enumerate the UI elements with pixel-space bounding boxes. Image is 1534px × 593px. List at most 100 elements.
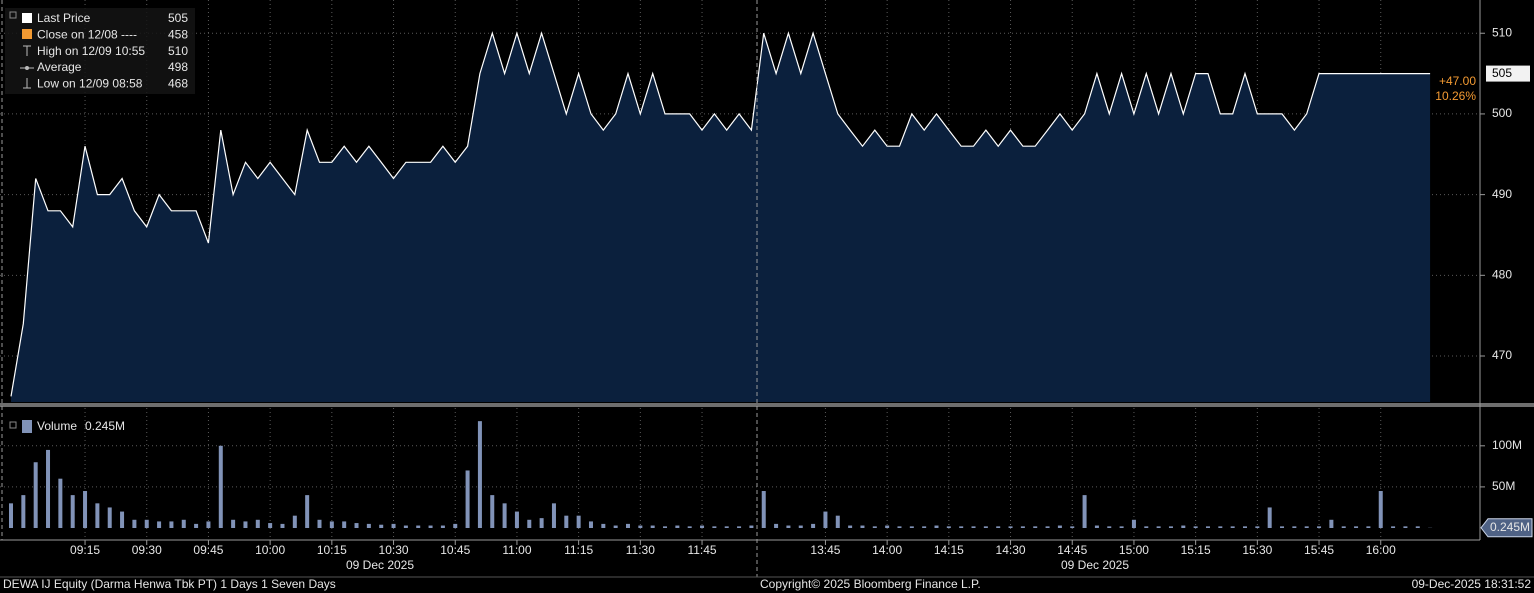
y-tick-label: 100M bbox=[1492, 438, 1522, 452]
volume-bar bbox=[1193, 526, 1198, 528]
volume-bar bbox=[1218, 526, 1223, 528]
volume-bar bbox=[1082, 495, 1087, 528]
legend-value: 498 bbox=[168, 60, 188, 74]
y-tick-label: 470 bbox=[1492, 348, 1512, 362]
volume-bar bbox=[490, 495, 495, 528]
x-tick-label: 11:15 bbox=[564, 543, 593, 557]
volume-bar bbox=[1267, 507, 1272, 528]
volume-bar bbox=[576, 515, 581, 528]
volume-bar bbox=[58, 478, 63, 528]
y-tick-label: 50M bbox=[1492, 479, 1515, 493]
volume-bar bbox=[169, 521, 174, 528]
volume-bar bbox=[675, 525, 680, 528]
volume-bar bbox=[1020, 526, 1025, 528]
x-tick-label: 11:45 bbox=[687, 543, 716, 557]
volume-bar bbox=[1341, 526, 1346, 528]
volume-bar bbox=[724, 526, 729, 528]
x-tick-label: 10:15 bbox=[317, 543, 347, 557]
legend-value: 458 bbox=[168, 27, 188, 41]
volume-bar bbox=[761, 491, 766, 528]
volume-bar bbox=[403, 525, 408, 528]
volume-bar bbox=[872, 526, 877, 528]
legend-label: Volume bbox=[37, 419, 77, 433]
date-label: 09 Dec 2025 bbox=[346, 558, 414, 572]
volume-bar bbox=[786, 525, 791, 528]
volume-bar bbox=[1255, 526, 1260, 528]
volume-bar bbox=[1119, 526, 1124, 528]
volume-bar bbox=[21, 495, 26, 528]
volume-bar bbox=[416, 525, 421, 528]
legend-icon bbox=[23, 78, 31, 89]
volume-bar bbox=[46, 449, 51, 528]
volume-bar bbox=[1415, 526, 1420, 528]
footer-timestamp: 09-Dec-2025 18:31:52 bbox=[1412, 577, 1532, 591]
footer-copyright: Copyright© 2025 Bloomberg Finance L.P. bbox=[760, 577, 981, 591]
y-tick-label: 490 bbox=[1492, 187, 1512, 201]
volume-bar bbox=[1354, 526, 1359, 528]
volume-bar bbox=[601, 523, 606, 528]
volume-bar bbox=[366, 523, 371, 528]
volume-bar bbox=[1292, 526, 1297, 528]
x-tick-label: 09:15 bbox=[70, 543, 100, 557]
volume-bar bbox=[1131, 519, 1136, 528]
x-tick-label: 11:30 bbox=[626, 543, 655, 557]
volume-bar bbox=[860, 525, 865, 528]
volume-bar bbox=[120, 511, 125, 528]
volume-bar bbox=[157, 521, 162, 528]
volume-bar bbox=[342, 521, 347, 528]
volume-bar bbox=[181, 519, 186, 528]
volume-bar bbox=[132, 519, 137, 528]
volume-bar bbox=[1168, 526, 1173, 528]
volume-bar bbox=[206, 521, 211, 528]
x-tick-label: 14:15 bbox=[934, 543, 964, 557]
volume-bar bbox=[268, 523, 273, 528]
y-tick-label: 480 bbox=[1492, 267, 1512, 281]
volume-bar bbox=[1329, 519, 1334, 528]
volume-bar bbox=[909, 526, 914, 528]
volume-bar bbox=[1230, 526, 1235, 528]
volume-bar bbox=[922, 526, 927, 528]
x-tick-label: 14:30 bbox=[996, 543, 1026, 557]
legend-label: Close on 12/08 ---- bbox=[37, 27, 137, 41]
volume-bar bbox=[428, 525, 433, 528]
volume-bar bbox=[1033, 526, 1038, 528]
volume-bar bbox=[996, 526, 1001, 528]
volume-bar bbox=[305, 495, 310, 528]
volume-bar bbox=[1156, 526, 1161, 528]
volume-bar bbox=[107, 507, 112, 528]
legend-value: 0.245M bbox=[85, 419, 125, 433]
legend-collapse[interactable] bbox=[9, 421, 17, 429]
legend-icon bbox=[23, 45, 31, 56]
x-tick-label: 15:00 bbox=[1119, 543, 1149, 557]
x-tick-label: 10:00 bbox=[255, 543, 285, 557]
date-label: 09 Dec 2025 bbox=[1061, 558, 1129, 572]
legend-collapse[interactable] bbox=[9, 11, 17, 19]
legend-label: High on 12/09 10:55 bbox=[37, 44, 145, 58]
footer-security: DEWA IJ Equity (Darma Henwa Tbk PT) 1 Da… bbox=[3, 577, 336, 591]
volume-bar bbox=[971, 526, 976, 528]
volume-bar bbox=[9, 503, 13, 528]
volume-bar bbox=[231, 519, 236, 528]
volume-bar bbox=[1107, 526, 1112, 528]
volume-bar bbox=[453, 523, 458, 528]
volume-bar bbox=[83, 491, 88, 528]
plot-layer bbox=[0, 0, 1480, 545]
volume-bar bbox=[95, 503, 100, 528]
volume-bar bbox=[885, 525, 890, 528]
legend-label: Average bbox=[37, 60, 82, 74]
volume-bar bbox=[539, 518, 544, 528]
x-tick-label: 15:45 bbox=[1304, 543, 1334, 557]
x-tick-label: 09:45 bbox=[193, 543, 223, 557]
legend-label: Last Price bbox=[37, 11, 91, 25]
volume-bar bbox=[1317, 526, 1322, 528]
x-tick-label: 14:45 bbox=[1057, 543, 1087, 557]
volume-bar bbox=[823, 511, 828, 528]
volume-bar bbox=[514, 511, 519, 528]
volume-bar bbox=[564, 515, 569, 528]
volume-bar bbox=[243, 521, 248, 528]
price-area bbox=[11, 33, 1431, 402]
volume-bar bbox=[255, 519, 260, 528]
legend-icon bbox=[22, 13, 32, 23]
volume-bar bbox=[379, 524, 384, 528]
legend-value: 468 bbox=[168, 76, 188, 90]
